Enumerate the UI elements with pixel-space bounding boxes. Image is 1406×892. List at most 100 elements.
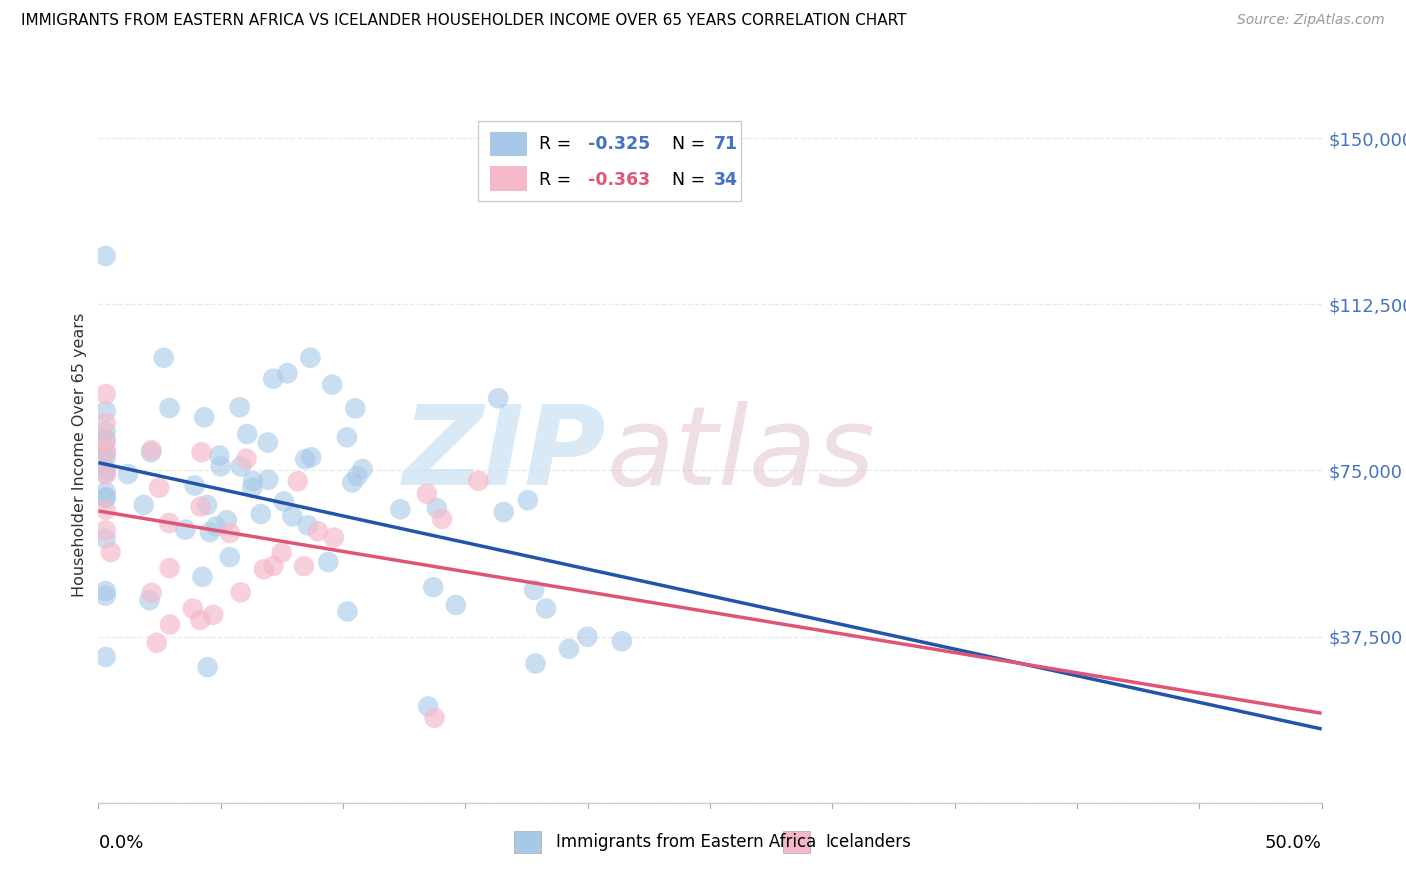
- Y-axis label: Householder Income Over 65 years: Householder Income Over 65 years: [72, 313, 87, 597]
- Immigrants from Eastern Africa: [256, 435, 278, 450]
- Icelanders: [467, 474, 489, 488]
- Immigrants from Eastern Africa: [94, 484, 117, 499]
- Immigrants from Eastern Africa: [215, 513, 238, 527]
- Icelanders: [229, 585, 252, 599]
- Text: 34: 34: [714, 171, 738, 189]
- FancyBboxPatch shape: [783, 831, 810, 853]
- Icelanders: [287, 475, 309, 489]
- Icelanders: [94, 416, 117, 430]
- Icelanders: [159, 561, 181, 575]
- Text: 0.0%: 0.0%: [98, 834, 143, 852]
- Immigrants from Eastern Africa: [294, 452, 316, 467]
- Immigrants from Eastern Africa: [94, 433, 117, 447]
- Immigrants from Eastern Africa: [426, 501, 449, 516]
- Immigrants from Eastern Africa: [276, 366, 298, 380]
- Icelanders: [94, 387, 117, 401]
- Immigrants from Eastern Africa: [321, 377, 343, 392]
- Text: ZIP: ZIP: [402, 401, 606, 508]
- Immigrants from Eastern Africa: [250, 507, 273, 521]
- Icelanders: [307, 524, 329, 539]
- Immigrants from Eastern Africa: [94, 404, 117, 418]
- Immigrants from Eastern Africa: [228, 401, 250, 415]
- Icelanders: [270, 546, 292, 560]
- Icelanders: [202, 607, 225, 622]
- Text: 71: 71: [714, 135, 738, 153]
- Icelanders: [253, 562, 276, 576]
- Immigrants from Eastern Africa: [208, 449, 231, 463]
- Immigrants from Eastern Africa: [218, 550, 240, 565]
- Icelanders: [94, 524, 117, 538]
- Immigrants from Eastern Africa: [94, 444, 117, 458]
- Immigrants from Eastern Africa: [346, 469, 368, 483]
- Text: IMMIGRANTS FROM EASTERN AFRICA VS ICELANDER HOUSEHOLDER INCOME OVER 65 YEARS COR: IMMIGRANTS FROM EASTERN AFRICA VS ICELAN…: [21, 13, 907, 29]
- Immigrants from Eastern Africa: [492, 505, 515, 519]
- Immigrants from Eastern Africa: [262, 372, 284, 386]
- Icelanders: [190, 445, 212, 459]
- Text: -0.363: -0.363: [588, 171, 650, 189]
- Icelanders: [94, 502, 117, 516]
- Icelanders: [100, 545, 122, 559]
- Icelanders: [263, 558, 285, 573]
- Icelanders: [292, 559, 315, 574]
- Immigrants from Eastern Africa: [94, 491, 117, 505]
- Immigrants from Eastern Africa: [576, 630, 599, 644]
- Icelanders: [145, 636, 167, 650]
- Immigrants from Eastern Africa: [299, 351, 322, 365]
- Text: R =: R =: [538, 135, 576, 153]
- Icelanders: [190, 500, 212, 514]
- Immigrants from Eastern Africa: [352, 462, 374, 476]
- Text: atlas: atlas: [606, 401, 875, 508]
- Immigrants from Eastern Africa: [197, 660, 219, 674]
- Immigrants from Eastern Africa: [94, 462, 117, 476]
- Icelanders: [235, 451, 257, 466]
- Text: R =: R =: [538, 171, 576, 189]
- Immigrants from Eastern Africa: [534, 601, 557, 615]
- Immigrants from Eastern Africa: [516, 493, 538, 508]
- FancyBboxPatch shape: [489, 166, 526, 191]
- Icelanders: [141, 586, 163, 600]
- Immigrants from Eastern Africa: [209, 459, 232, 474]
- Immigrants from Eastern Africa: [138, 593, 160, 607]
- Immigrants from Eastern Africa: [183, 478, 205, 492]
- Icelanders: [141, 443, 163, 458]
- Immigrants from Eastern Africa: [94, 532, 117, 546]
- Immigrants from Eastern Africa: [159, 401, 181, 415]
- Immigrants from Eastern Africa: [229, 459, 252, 474]
- Immigrants from Eastern Africa: [418, 699, 440, 714]
- Immigrants from Eastern Africa: [344, 401, 367, 416]
- Icelanders: [190, 613, 212, 627]
- Icelanders: [218, 526, 240, 541]
- Immigrants from Eastern Africa: [422, 580, 444, 594]
- Immigrants from Eastern Africa: [486, 391, 509, 405]
- Immigrants from Eastern Africa: [524, 657, 547, 671]
- Immigrants from Eastern Africa: [257, 473, 280, 487]
- Immigrants from Eastern Africa: [94, 425, 117, 439]
- Immigrants from Eastern Africa: [242, 474, 264, 488]
- Immigrants from Eastern Africa: [240, 481, 263, 495]
- Immigrants from Eastern Africa: [299, 450, 322, 465]
- FancyBboxPatch shape: [489, 132, 526, 156]
- Icelanders: [157, 516, 180, 530]
- Icelanders: [159, 617, 181, 632]
- Immigrants from Eastern Africa: [281, 509, 304, 524]
- FancyBboxPatch shape: [515, 831, 541, 853]
- Text: Icelanders: Icelanders: [825, 833, 911, 851]
- Immigrants from Eastern Africa: [336, 605, 359, 619]
- Icelanders: [148, 481, 170, 495]
- Immigrants from Eastern Africa: [94, 466, 117, 480]
- Text: Source: ZipAtlas.com: Source: ZipAtlas.com: [1237, 13, 1385, 28]
- Text: 50.0%: 50.0%: [1265, 834, 1322, 852]
- Text: Immigrants from Eastern Africa: Immigrants from Eastern Africa: [555, 833, 815, 851]
- Text: N =: N =: [661, 135, 711, 153]
- Immigrants from Eastern Africa: [198, 524, 221, 539]
- Immigrants from Eastern Africa: [117, 467, 139, 481]
- Immigrants from Eastern Africa: [610, 634, 633, 648]
- Immigrants from Eastern Africa: [205, 519, 228, 533]
- Immigrants from Eastern Africa: [236, 427, 259, 442]
- Immigrants from Eastern Africa: [94, 491, 117, 505]
- Immigrants from Eastern Africa: [389, 502, 412, 516]
- Icelanders: [181, 601, 204, 615]
- Immigrants from Eastern Africa: [273, 494, 295, 508]
- Icelanders: [416, 487, 439, 501]
- Icelanders: [322, 531, 344, 545]
